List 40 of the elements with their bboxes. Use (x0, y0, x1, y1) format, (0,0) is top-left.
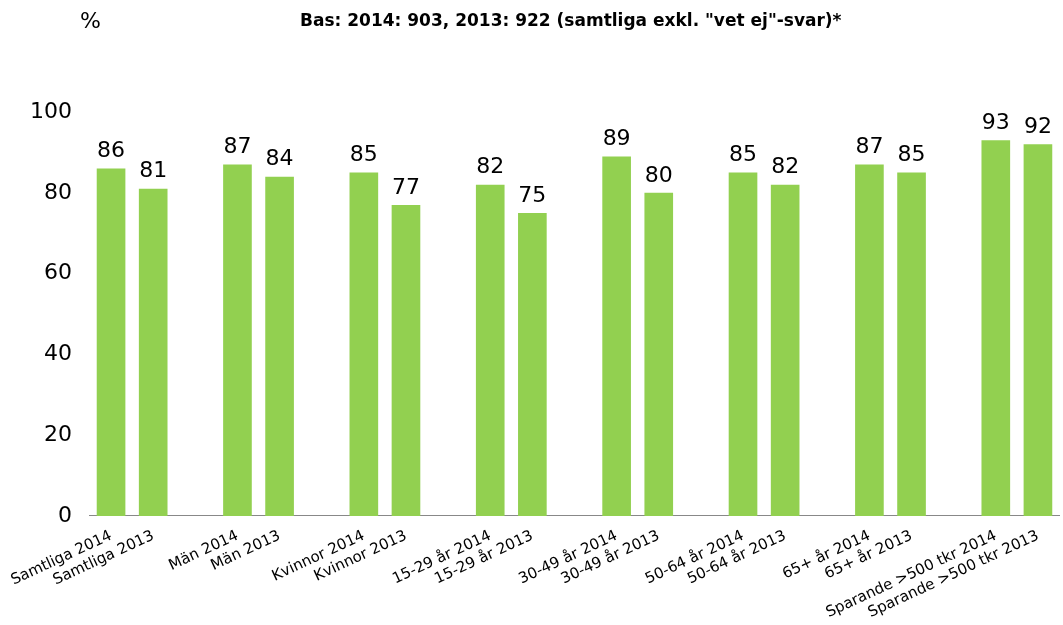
y-tick-label: 20 (43, 420, 72, 446)
y-axis-title: % (80, 8, 101, 33)
bar (981, 140, 1011, 516)
y-tick-label: 40 (43, 340, 72, 366)
data-label: 77 (391, 173, 420, 199)
data-label: 82 (771, 153, 800, 179)
bar (96, 168, 126, 516)
data-label: 87 (223, 133, 252, 159)
y-tick-label: 80 (43, 178, 72, 204)
bar (223, 164, 252, 516)
data-label: 87 (855, 133, 884, 159)
chart-subtitle: Bas: 2014: 903, 2013: 922 (samtliga exkl. "vet ej"-svar)* (300, 10, 842, 30)
y-tick-label: 0 (57, 501, 72, 527)
bar (1023, 144, 1053, 516)
data-label: 81 (139, 157, 168, 183)
bar (602, 156, 631, 516)
data-label: 84 (265, 145, 294, 171)
data-label: 89 (602, 125, 631, 151)
data-label: 93 (981, 109, 1010, 134)
bar (728, 172, 758, 516)
data-label: 85 (897, 141, 926, 167)
data-label: 85 (349, 141, 378, 167)
y-tick-label: 60 (43, 259, 72, 285)
bar (391, 204, 421, 516)
bar (349, 172, 379, 516)
bar (265, 176, 294, 516)
data-label: 85 (729, 141, 758, 167)
bar (644, 192, 674, 516)
data-label: 92 (1023, 113, 1052, 139)
bar (897, 172, 926, 516)
bar (770, 184, 800, 516)
bar (518, 212, 547, 516)
bar (138, 188, 168, 516)
data-label: 86 (97, 137, 126, 163)
y-tick-label: 100 (29, 97, 72, 123)
data-label: 82 (476, 153, 505, 179)
bar (855, 164, 884, 516)
data-label: 80 (644, 161, 673, 187)
data-label: 75 (518, 181, 547, 207)
bar (475, 184, 505, 516)
